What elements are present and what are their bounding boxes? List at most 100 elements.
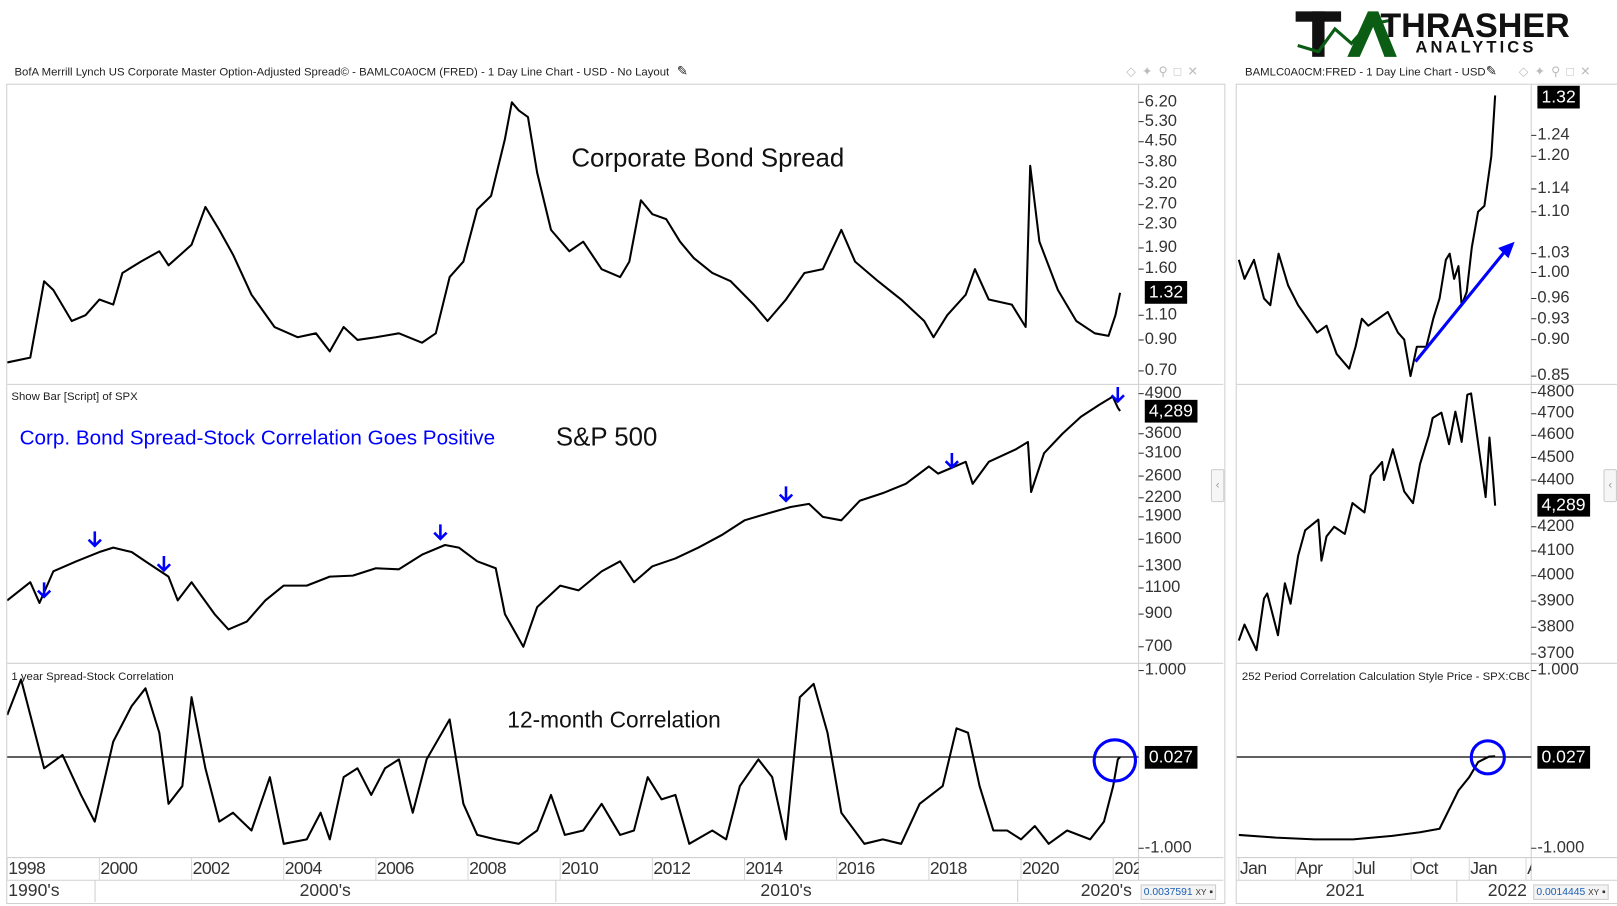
y-tick-label: 4.50 bbox=[1144, 132, 1177, 151]
diamond-icon[interactable]: ◇ bbox=[1518, 64, 1535, 79]
y-tick-label: 2600 bbox=[1144, 466, 1182, 485]
maximize-icon[interactable]: □ bbox=[1173, 64, 1188, 79]
y-tick-label: 1.20 bbox=[1537, 146, 1570, 165]
decade-label: 2010's bbox=[760, 880, 812, 900]
annotation-correlation-positive: Corp. Bond Spread-Stock Correlation Goes… bbox=[19, 426, 496, 450]
y-tick-label: 1600 bbox=[1144, 529, 1182, 548]
last-value-box: 4,289 bbox=[1537, 494, 1590, 518]
y-tick-label: 4200 bbox=[1537, 517, 1575, 535]
down-arrow-marker-icon bbox=[36, 582, 52, 599]
left-window-controls: ◇✦⚲□✕ bbox=[1126, 64, 1204, 78]
y-tick-label: 700 bbox=[1144, 637, 1173, 656]
y-tick-label: -1.000 bbox=[1537, 838, 1585, 857]
y-tick-label: 3100 bbox=[1144, 443, 1182, 462]
y-tick-label: 1.60 bbox=[1144, 259, 1177, 278]
y-tick-label: 4600 bbox=[1537, 426, 1575, 444]
y-tick-label: 3700 bbox=[1537, 644, 1575, 663]
link-icon[interactable]: ⚲ bbox=[1551, 64, 1567, 79]
lock-icon[interactable]: ▪ bbox=[1601, 886, 1606, 898]
spx-short-line bbox=[1237, 392, 1497, 652]
highlight-circle bbox=[1469, 739, 1506, 776]
y-tick-label: 4700 bbox=[1537, 404, 1575, 423]
x-tick-label: 2006 bbox=[376, 858, 415, 879]
left-scale-control[interactable]: 0.0037591 XY ▪ bbox=[1140, 884, 1217, 900]
highlight-circle bbox=[1092, 738, 1138, 783]
y-tick-label: 4000 bbox=[1537, 566, 1575, 584]
collapse-right-panel-button[interactable]: ‹ bbox=[1603, 469, 1617, 503]
scale-value: 0.0037591 bbox=[1143, 886, 1193, 898]
y-tick-label: 0.96 bbox=[1537, 289, 1570, 307]
y-tick-label: 1.000 bbox=[1537, 661, 1579, 679]
x-tick-label: 2000 bbox=[100, 858, 138, 879]
y-tick-label: 1.10 bbox=[1144, 305, 1177, 324]
pane-label-252-correlation: 252 Period Correlation Calculation Style… bbox=[1241, 670, 1530, 683]
left-chart-panel bbox=[6, 83, 1226, 905]
pin-icon[interactable]: ✦ bbox=[1141, 64, 1159, 79]
right-scale-control[interactable]: 0.0014445 XY ▪ bbox=[1533, 884, 1609, 900]
y-tick-label: 1.24 bbox=[1537, 126, 1570, 144]
edit-pencil-icon[interactable]: ✎ bbox=[676, 63, 689, 79]
y-tick-label: 1.000 bbox=[1144, 661, 1187, 679]
y-tick-label: 4500 bbox=[1537, 448, 1575, 466]
y-tick-label: 3900 bbox=[1537, 591, 1575, 610]
scale-value: 0.0014445 bbox=[1536, 886, 1586, 898]
last-value-box: 0.027 bbox=[1537, 745, 1590, 769]
scale-mode: XY bbox=[1588, 887, 1600, 897]
close-icon[interactable]: ✕ bbox=[1580, 64, 1597, 79]
left-chart-title: BofA Merrill Lynch US Corporate Master O… bbox=[14, 66, 670, 79]
y-tick-label: 1300 bbox=[1144, 556, 1182, 575]
logo-mark-icon bbox=[1295, 11, 1397, 57]
trend-arrow-head-icon bbox=[1498, 241, 1515, 259]
close-icon[interactable]: ✕ bbox=[1187, 64, 1205, 79]
x-tick-label: Jul bbox=[1354, 858, 1375, 879]
y-tick-label: 0.93 bbox=[1537, 309, 1570, 328]
y-tick-label: 2200 bbox=[1144, 488, 1182, 507]
y-tick-label: 0.85 bbox=[1537, 366, 1570, 385]
down-arrow-marker-icon bbox=[433, 524, 448, 541]
maximize-icon[interactable]: □ bbox=[1566, 64, 1581, 79]
y-tick-label: 3.20 bbox=[1144, 174, 1177, 192]
edit-pencil-icon[interactable]: ✎ bbox=[1485, 63, 1498, 79]
y-tick-label: 0.70 bbox=[1144, 361, 1177, 380]
x-tick-label: 2016 bbox=[837, 858, 876, 879]
decade-label: 2020's bbox=[1080, 880, 1132, 900]
corr-short-line bbox=[1238, 755, 1496, 841]
down-arrow-marker-icon bbox=[778, 486, 794, 503]
x-tick-label: 2012 bbox=[653, 858, 691, 879]
x-tick-label: 2022 bbox=[1114, 858, 1138, 879]
x-tick-label: Apr bbox=[1527, 859, 1531, 880]
y-tick-label: 3800 bbox=[1537, 617, 1575, 636]
y-tick-label: 1.90 bbox=[1144, 238, 1177, 257]
down-arrow-marker-icon bbox=[944, 452, 959, 470]
y-tick-label: 4800 bbox=[1537, 383, 1575, 401]
scale-mode: XY bbox=[1195, 887, 1207, 897]
y-tick-label: 3.80 bbox=[1144, 153, 1177, 171]
y-tick-label: 3600 bbox=[1144, 424, 1182, 443]
x-tick-label: 2010 bbox=[561, 858, 599, 879]
y-tick-label: 1.03 bbox=[1537, 244, 1570, 262]
spx-long-line bbox=[7, 395, 1121, 648]
spread-long-line bbox=[7, 101, 1122, 364]
link-icon[interactable]: ⚲ bbox=[1158, 64, 1174, 79]
corr-long-line bbox=[7, 678, 1121, 845]
y-tick-label: 0.90 bbox=[1144, 330, 1177, 349]
pin-icon[interactable]: ✦ bbox=[1534, 64, 1552, 79]
x-tick-label: 2018 bbox=[929, 858, 968, 879]
x-tick-label: 2008 bbox=[469, 858, 507, 879]
y-tick-label: 4400 bbox=[1537, 470, 1575, 489]
y-tick-label: 2.30 bbox=[1144, 215, 1177, 233]
year-label: 2022 bbox=[1487, 880, 1527, 900]
y-tick-label: 1.10 bbox=[1537, 202, 1570, 220]
right-window-controls: ◇✦⚲□✕ bbox=[1519, 64, 1597, 78]
lock-icon[interactable]: ▪ bbox=[1209, 886, 1214, 898]
down-arrow-marker-icon bbox=[156, 556, 172, 573]
y-tick-label: 1900 bbox=[1144, 507, 1182, 526]
y-tick-label: 1.00 bbox=[1537, 263, 1570, 281]
diamond-icon[interactable]: ◇ bbox=[1126, 64, 1142, 79]
y-tick-label: 5.30 bbox=[1144, 112, 1177, 130]
collapse-left-panel-button[interactable]: ‹ bbox=[1210, 469, 1225, 503]
x-tick-label: Jan bbox=[1239, 858, 1267, 879]
y-tick-label: 4100 bbox=[1537, 541, 1575, 560]
y-tick-label: 900 bbox=[1144, 604, 1173, 623]
